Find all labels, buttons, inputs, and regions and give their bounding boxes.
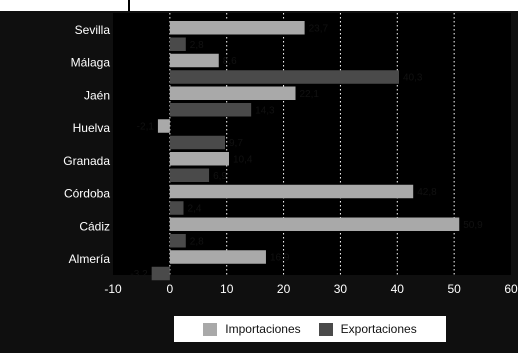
- data-label: -3,2: [130, 269, 148, 280]
- x-tick-label: 0: [167, 282, 174, 296]
- bar-exportaciones: [169, 201, 184, 215]
- data-label: 23,7: [309, 23, 329, 34]
- bar-exportaciones: [169, 168, 210, 182]
- bar-importaciones: [169, 217, 460, 231]
- bar-importaciones: [169, 250, 266, 264]
- legend-item-importaciones: Importaciones: [203, 322, 301, 336]
- x-tick-label: 40: [391, 282, 405, 296]
- category-label: Cádiz: [79, 219, 110, 233]
- data-label: 22,1: [300, 89, 320, 100]
- data-label: 10,4: [233, 154, 253, 165]
- bar-importaciones: [169, 21, 305, 35]
- data-label: 16,9: [270, 253, 290, 264]
- bar-importaciones: [169, 152, 229, 166]
- data-label: 2,8: [190, 236, 204, 247]
- legend-label-importaciones: Importaciones: [225, 322, 301, 336]
- data-label: 8,6: [223, 56, 237, 67]
- bar-importaciones: [157, 119, 170, 133]
- category-label: Huelva: [73, 121, 111, 135]
- x-tick-label: 60: [504, 282, 518, 296]
- category-label: Córdoba: [64, 187, 110, 201]
- bar-exportaciones: [151, 266, 170, 281]
- data-label: -2,1: [137, 122, 155, 133]
- legend-item-exportaciones: Exportaciones: [318, 322, 417, 336]
- bar-exportaciones: [169, 234, 186, 248]
- bar-exportaciones: [169, 135, 226, 150]
- legend-swatch-importaciones: [203, 322, 218, 336]
- bar-importaciones: [169, 86, 296, 100]
- data-label: 50,9: [463, 220, 483, 231]
- category-label: Málaga: [71, 56, 111, 70]
- bar-exportaciones: [169, 37, 186, 51]
- legend: Importaciones Exportaciones: [174, 316, 446, 342]
- category-label: Almería: [69, 252, 111, 266]
- category-label: Jaén: [84, 88, 110, 102]
- x-tick-label: 30: [334, 282, 348, 296]
- data-label: 2,4: [188, 204, 202, 215]
- top-tick-mark: [128, 0, 130, 13]
- category-label: Granada: [63, 154, 110, 168]
- bar-importaciones: [169, 184, 414, 199]
- data-label: 42,8: [417, 187, 437, 198]
- x-tick-label: 20: [277, 282, 291, 296]
- data-label: 14,3: [255, 105, 275, 116]
- data-label: 6,9: [213, 171, 227, 182]
- data-label: 2,8: [190, 40, 204, 51]
- x-tick-label: 50: [447, 282, 461, 296]
- bar-exportaciones: [169, 70, 399, 84]
- x-tick-label: 10: [220, 282, 234, 296]
- legend-swatch-exportaciones: [318, 322, 333, 336]
- legend-label-exportaciones: Exportaciones: [340, 322, 417, 336]
- data-label: 9,7: [229, 138, 243, 149]
- bar-exportaciones: [169, 103, 252, 117]
- data-label: 40,3: [403, 73, 423, 84]
- category-label: Sevilla: [75, 23, 111, 37]
- x-tick-label: -10: [104, 282, 122, 296]
- bar-importaciones: [169, 53, 219, 68]
